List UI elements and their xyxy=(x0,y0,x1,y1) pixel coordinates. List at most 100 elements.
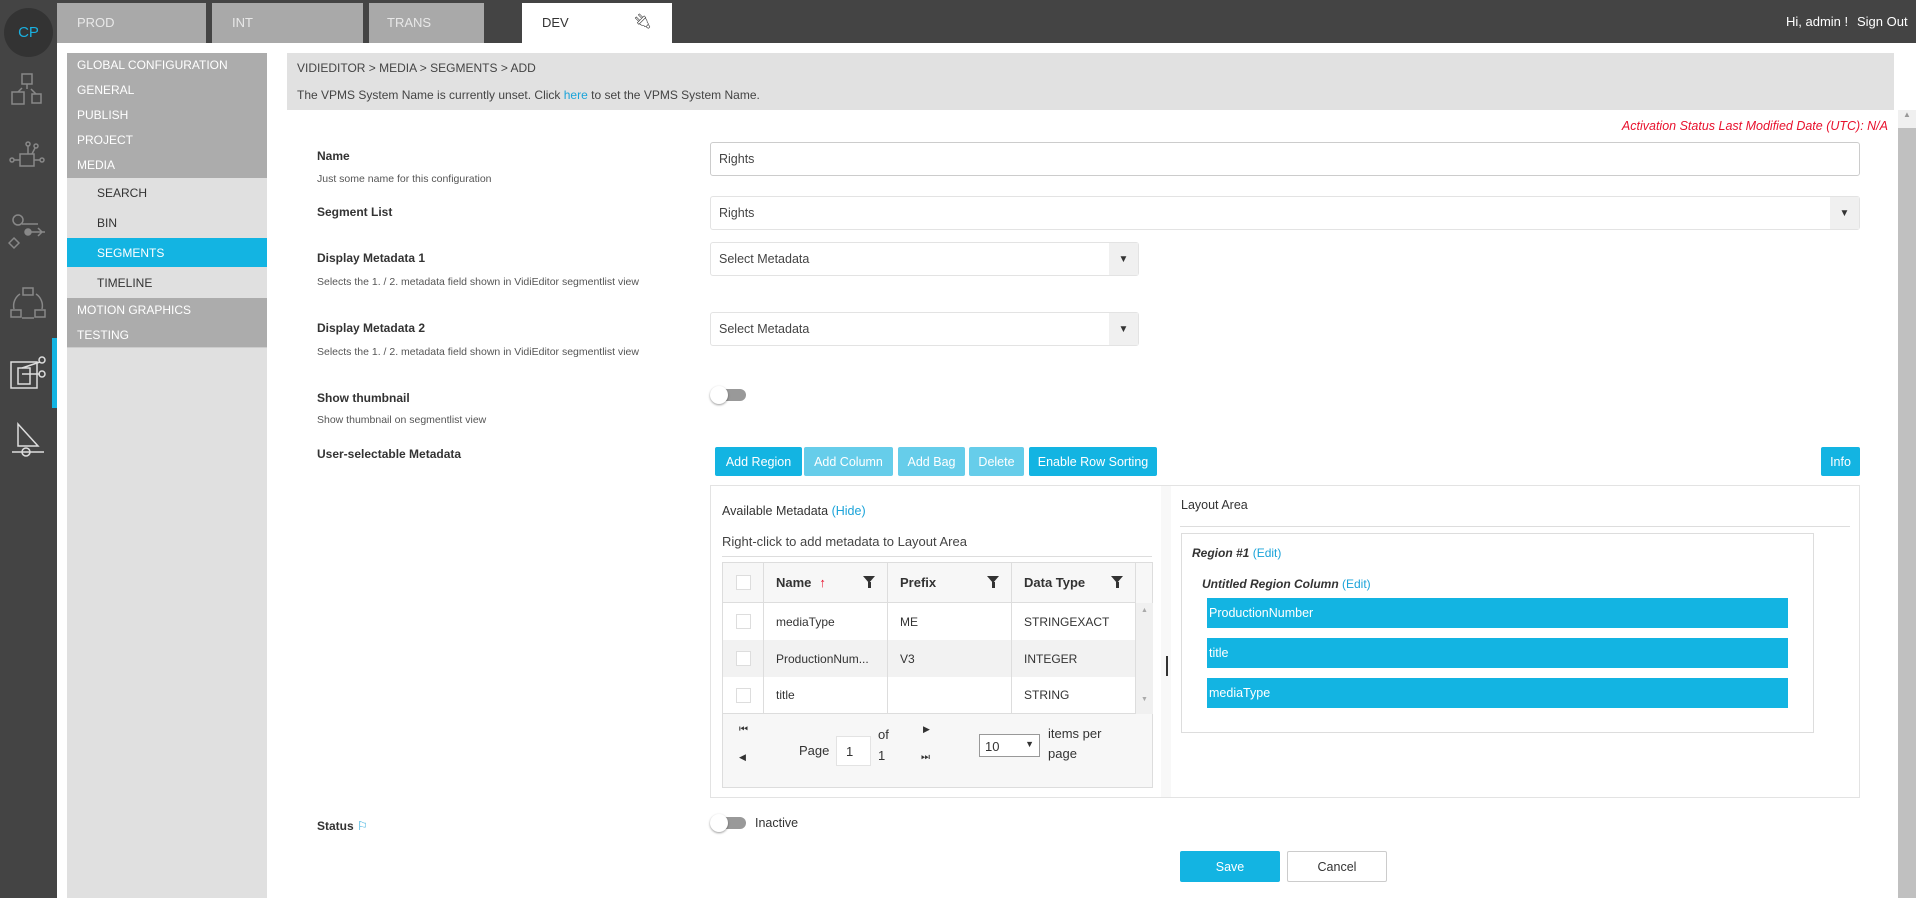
per-page-label: items per page xyxy=(1048,726,1102,761)
cell-type: STRING xyxy=(1012,677,1136,713)
greeting: Hi, admin ! xyxy=(1786,14,1849,29)
workflow-icon[interactable] xyxy=(8,212,48,252)
nav-motion-graphics[interactable]: MOTION GRAPHICS xyxy=(67,298,267,323)
column-prefix-label: Prefix xyxy=(900,575,937,590)
chevron-down-icon: ▼ xyxy=(1025,739,1034,749)
nav-publish[interactable]: PUBLISH xyxy=(67,103,267,128)
cycle-icon[interactable] xyxy=(8,284,48,324)
segment-list-label: Segment List xyxy=(317,205,393,219)
breadcrumb: VIDIEDITOR > MEDIA > SEGMENTS > ADD xyxy=(297,61,536,75)
divider xyxy=(1180,526,1850,527)
cell-name: ProductionNum... xyxy=(764,640,888,677)
display-metadata-2-hint: Selects the 1. / 2. metadata field shown… xyxy=(317,346,639,358)
layout-item[interactable]: ProductionNumber xyxy=(1207,598,1788,628)
nav-global-configuration[interactable]: GLOBAL CONFIGURATION xyxy=(67,53,267,78)
network-icon[interactable] xyxy=(8,140,48,180)
display-metadata-1-label: Display Metadata 1 xyxy=(317,251,426,265)
add-column-button[interactable]: Add Column xyxy=(804,447,893,476)
save-button[interactable]: Save xyxy=(1180,851,1280,882)
status-toggle[interactable] xyxy=(710,814,746,832)
row-checkbox[interactable] xyxy=(735,651,751,666)
nav-search[interactable]: SEARCH xyxy=(97,186,148,200)
column-data-type[interactable]: Data Type xyxy=(1012,563,1136,602)
prev-page-icon[interactable]: ◀ xyxy=(739,752,746,762)
table-row[interactable]: ProductionNum... V3 INTEGER xyxy=(723,640,1136,677)
app-rail: CP xyxy=(0,0,57,898)
splitter-handle[interactable] xyxy=(1166,656,1168,676)
flag-icon: ⚐ xyxy=(357,819,368,833)
sort-asc-icon: ↑ xyxy=(819,575,826,590)
player-icon[interactable] xyxy=(8,420,48,460)
status-label: Status ⚐ xyxy=(317,819,368,833)
tab-dev-label: DEV xyxy=(542,15,569,30)
notice-text: The VPMS System Name is currently unset.… xyxy=(297,88,564,102)
page-scrollbar[interactable]: ▲ xyxy=(1898,110,1916,898)
filter-icon[interactable] xyxy=(863,576,875,588)
splitter[interactable] xyxy=(1161,486,1171,797)
nav-timeline[interactable]: TIMELINE xyxy=(97,276,153,290)
enable-row-sorting-button[interactable]: Enable Row Sorting xyxy=(1029,447,1157,476)
cell-prefix: ME xyxy=(888,603,1012,640)
row-checkbox[interactable] xyxy=(735,614,751,629)
available-metadata-title: Available Metadata (Hide) xyxy=(722,504,866,518)
segment-list-select[interactable]: Rights ▼ xyxy=(710,196,1860,230)
available-metadata-grid: Name ↑ Prefix Data Type mediaType ME STRI… xyxy=(722,562,1153,788)
column-name[interactable]: Name ↑ xyxy=(764,563,888,602)
table-row[interactable]: mediaType ME STRINGEXACT xyxy=(723,603,1136,640)
modules-icon[interactable] xyxy=(8,70,48,110)
cell-prefix: V3 xyxy=(888,640,1012,677)
column-prefix[interactable]: Prefix xyxy=(888,563,1012,602)
show-thumbnail-hint: Show thumbnail on segmentlist view xyxy=(317,414,487,426)
nav-media[interactable]: MEDIA xyxy=(67,153,267,178)
edit-column-link[interactable]: (Edit) xyxy=(1342,577,1371,591)
per-page-select[interactable]: 10 ▼ xyxy=(979,734,1040,757)
video-editor-icon[interactable] xyxy=(8,354,48,394)
cancel-button[interactable]: Cancel xyxy=(1287,851,1387,882)
display-metadata-1-hint: Selects the 1. / 2. metadata field shown… xyxy=(317,276,639,288)
layout-item[interactable]: mediaType xyxy=(1207,678,1788,708)
sign-out-link[interactable]: Sign Out xyxy=(1857,14,1908,29)
table-row[interactable]: title STRING xyxy=(723,677,1136,714)
show-thumbnail-toggle[interactable] xyxy=(710,386,746,404)
grid-scrollbar[interactable]: ▲ ▼ xyxy=(1136,603,1153,714)
hide-link[interactable]: (Hide) xyxy=(831,504,866,518)
active-indicator xyxy=(52,338,57,408)
nav-testing[interactable]: TESTING xyxy=(67,323,267,348)
name-label: Name xyxy=(317,149,350,163)
pager: ⏮︎ ◀ Page 1 of 1 ▶ ⏭︎ 10 ▼ items per page xyxy=(723,714,1152,788)
nav-bin[interactable]: BIN xyxy=(97,216,118,230)
nav-project[interactable]: PROJECT xyxy=(67,128,267,153)
select-all-checkbox[interactable] xyxy=(735,575,751,590)
info-button[interactable]: Info xyxy=(1821,447,1860,476)
add-bag-button[interactable]: Add Bag xyxy=(898,447,965,476)
display-metadata-2-select[interactable]: Select Metadata ▼ xyxy=(710,312,1139,346)
delete-button[interactable]: Delete xyxy=(969,447,1024,476)
row-checkbox[interactable] xyxy=(735,687,751,703)
first-page-icon[interactable]: ⏮︎ xyxy=(739,724,748,735)
display-metadata-1-select[interactable]: Select Metadata ▼ xyxy=(710,242,1139,276)
logo[interactable]: CP xyxy=(4,8,53,57)
status-value: Inactive xyxy=(755,816,799,830)
name-input[interactable]: Rights xyxy=(710,142,1860,176)
tab-prod[interactable]: PROD xyxy=(57,3,206,43)
last-page-icon[interactable]: ⏭︎ xyxy=(921,752,930,763)
filter-icon[interactable] xyxy=(1111,576,1123,588)
region-column-name: Untitled Region Column xyxy=(1202,577,1339,591)
nav-segments[interactable]: SEGMENTS xyxy=(67,238,267,267)
layout-item[interactable]: title xyxy=(1207,638,1788,668)
nav-general[interactable]: GENERAL xyxy=(67,78,267,103)
tab-int[interactable]: INT xyxy=(212,3,363,43)
region-box xyxy=(1181,533,1814,733)
region-name: Region #1 xyxy=(1192,546,1250,560)
tab-dev[interactable]: DEV 🔌︎ xyxy=(522,3,672,43)
next-page-icon[interactable]: ▶ xyxy=(923,724,930,734)
filter-icon[interactable] xyxy=(987,576,999,588)
cell-name: mediaType xyxy=(764,603,888,640)
page-input[interactable]: 1 xyxy=(836,736,871,766)
display-metadata-2-value: Select Metadata xyxy=(719,322,810,336)
set-system-name-link[interactable]: here xyxy=(563,88,588,102)
total-pages: 1 xyxy=(878,748,886,763)
edit-region-link[interactable]: (Edit) xyxy=(1252,546,1282,560)
tab-trans[interactable]: TRANS xyxy=(369,3,484,43)
add-region-button[interactable]: Add Region xyxy=(715,447,802,476)
